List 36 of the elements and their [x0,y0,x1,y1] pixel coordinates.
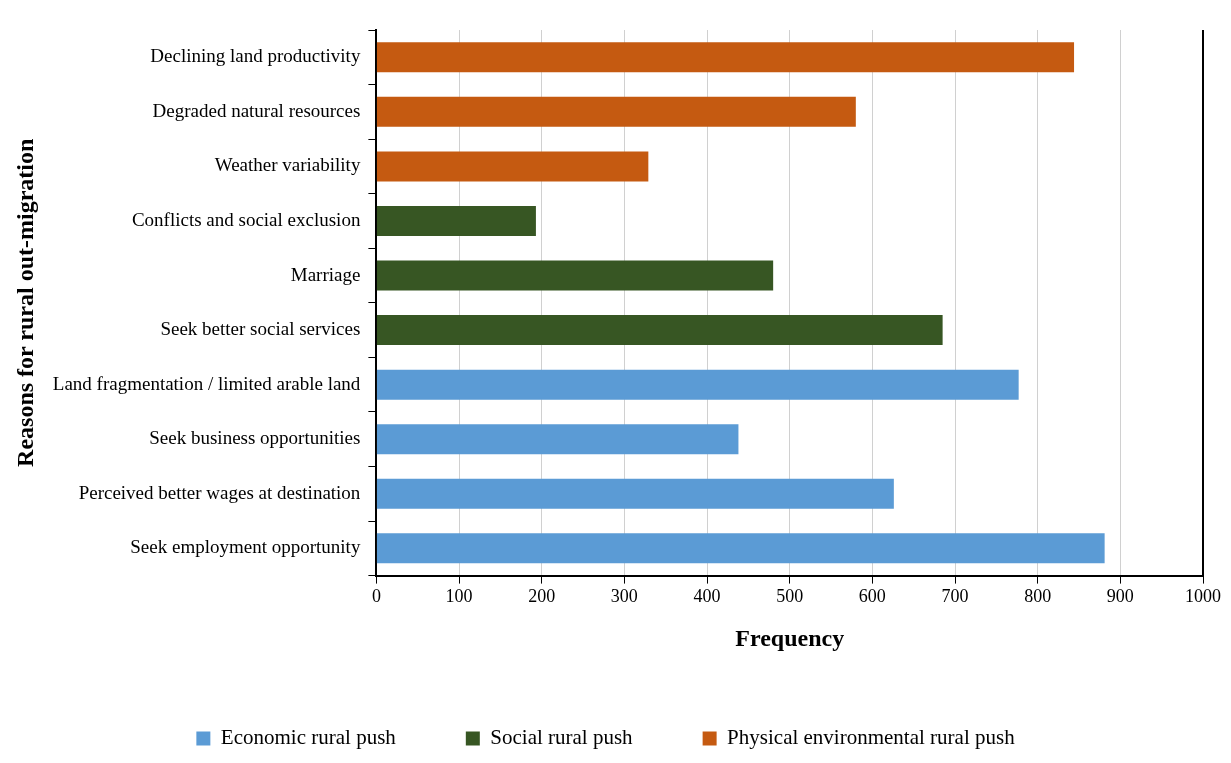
y-tick-label: Seek business opportunities [149,427,361,449]
y-tick-label: Land fragmentation / limited arable land [52,372,361,394]
legend-label: Physical environmental rural push [727,725,1016,750]
legend-label: Economic rural push [220,725,397,750]
y-tick-label: Marriage [290,263,361,285]
bar [376,315,943,346]
bar [376,96,856,127]
x-tick-label: 1000 [1185,586,1221,607]
y-tick-label: Weather variability [214,154,361,176]
y-tick-label: Declining land productivity [150,45,361,67]
x-tick-label: 600 [858,586,886,607]
x-tick-label: 400 [693,586,721,607]
bar [376,424,739,455]
bar [376,478,894,509]
y-tick-label: Seek employment opportunity [130,536,361,558]
y-axis-title: Reasons for rural out-migration [11,138,38,467]
x-tick-label: 200 [528,586,556,607]
x-tick-label: 700 [941,586,969,607]
bar [376,369,1019,400]
x-axis-title: Frequency [735,624,845,651]
y-tick-label: Perceived better wages at destination [78,481,361,503]
x-tick-label: 800 [1024,586,1052,607]
x-tick-label: 900 [1106,586,1134,607]
y-tick-label: Degraded natural resources [152,99,361,121]
bar [376,151,649,182]
x-tick-label: 0 [371,586,381,607]
x-tick-label: 500 [776,586,804,607]
x-tick-label: 100 [445,586,473,607]
x-tick-label: 300 [610,586,638,607]
bar [376,205,536,236]
legend-label: Social rural push [490,725,634,750]
bar [376,260,774,291]
y-tick-label: Conflicts and social exclusion [131,208,361,230]
bar [376,533,1105,564]
bar [376,42,1075,73]
y-tick-label: Seek better social services [160,318,361,340]
